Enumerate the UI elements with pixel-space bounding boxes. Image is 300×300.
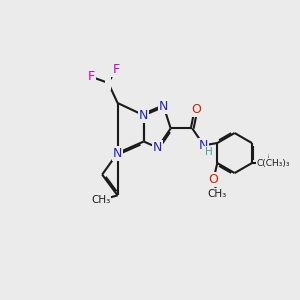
Text: N: N <box>199 139 208 152</box>
Text: CH₃: CH₃ <box>91 195 110 205</box>
Text: F: F <box>112 63 120 76</box>
Text: N: N <box>153 141 162 154</box>
Text: O: O <box>208 173 218 187</box>
Text: O: O <box>191 103 201 116</box>
Text: C(CH₃)₃: C(CH₃)₃ <box>257 158 290 167</box>
Text: N: N <box>139 109 148 122</box>
Text: N: N <box>159 100 168 113</box>
Text: H: H <box>205 147 212 157</box>
Text: CH₃: CH₃ <box>208 189 227 199</box>
Text: F: F <box>88 70 95 83</box>
Text: N: N <box>113 146 122 160</box>
